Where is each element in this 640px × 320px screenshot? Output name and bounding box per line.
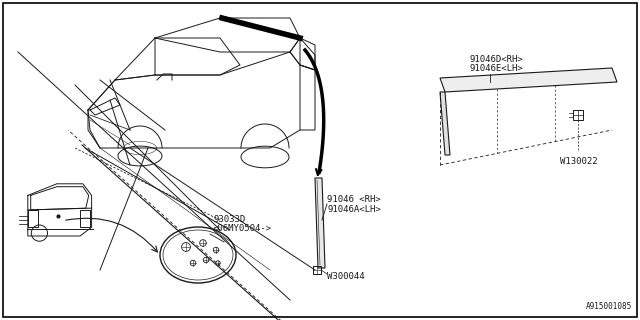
Text: 91046A<LH>: 91046A<LH>: [327, 205, 381, 214]
Bar: [80, 210, 90, 227]
Text: A915001085: A915001085: [586, 302, 632, 311]
Text: 93033D: 93033D: [213, 215, 245, 224]
Text: W300044: W300044: [327, 272, 365, 281]
Text: 91046E<LH>: 91046E<LH>: [470, 64, 524, 73]
Polygon shape: [315, 178, 325, 268]
Text: 91046 <RH>: 91046 <RH>: [327, 195, 381, 204]
Text: <06MY0504->: <06MY0504->: [213, 224, 272, 233]
Polygon shape: [440, 68, 617, 92]
Text: 91046D<RH>: 91046D<RH>: [470, 55, 524, 64]
Bar: [28, 210, 38, 227]
Polygon shape: [440, 92, 450, 155]
Text: W130022: W130022: [560, 157, 598, 166]
